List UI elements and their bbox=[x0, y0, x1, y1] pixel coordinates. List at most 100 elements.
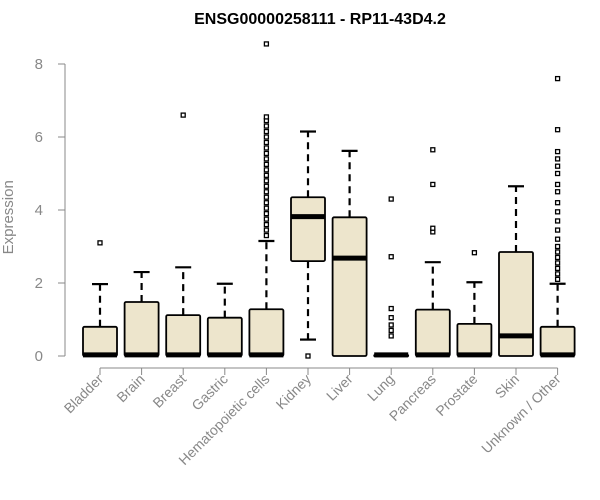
outlier-point bbox=[554, 236, 561, 242]
outlier-point bbox=[388, 333, 394, 339]
outlier-point bbox=[263, 221, 270, 228]
outlier-point bbox=[388, 315, 394, 321]
x-tick-label-11: Unknown / Other bbox=[478, 371, 564, 457]
box-body bbox=[456, 322, 493, 357]
x-tick-label-2: Breast bbox=[149, 371, 189, 411]
outlier-point bbox=[305, 353, 311, 359]
outlier-point bbox=[263, 210, 270, 217]
outlier-point bbox=[471, 250, 478, 256]
box-2 bbox=[165, 112, 202, 358]
box-body bbox=[82, 325, 118, 357]
outlier-point bbox=[554, 189, 561, 195]
box-7 bbox=[373, 196, 410, 358]
outlier-point bbox=[263, 189, 270, 195]
x-tick-label-0: Bladder bbox=[61, 371, 107, 417]
outlier-point bbox=[554, 156, 561, 162]
box-body bbox=[123, 301, 160, 357]
outlier-point bbox=[263, 194, 270, 200]
box-8 bbox=[414, 147, 451, 358]
outlier-point bbox=[554, 260, 561, 266]
outlier-point bbox=[263, 139, 270, 146]
x-tick-label-1: Brain bbox=[113, 371, 147, 405]
outlier-point bbox=[554, 209, 561, 215]
outlier-point bbox=[263, 205, 270, 211]
outlier-point bbox=[554, 75, 561, 82]
outlier-point bbox=[388, 254, 394, 260]
outlier-point bbox=[263, 167, 270, 173]
outlier-point bbox=[554, 218, 561, 224]
box-1 bbox=[123, 270, 160, 358]
box-body bbox=[206, 316, 243, 357]
box-0 bbox=[82, 240, 118, 358]
y-axis-label: Expression bbox=[0, 180, 17, 254]
outlier-point bbox=[554, 227, 561, 233]
outlier-point bbox=[554, 249, 561, 255]
y-tick-label-2: 4 bbox=[35, 202, 43, 219]
outlier-point bbox=[554, 163, 561, 169]
outlier-point bbox=[554, 243, 561, 250]
outlier-point bbox=[263, 172, 270, 178]
box-body bbox=[414, 308, 451, 357]
y-tick-label-4: 8 bbox=[35, 56, 43, 73]
outlier-point bbox=[430, 181, 436, 188]
outlier-point bbox=[263, 178, 270, 184]
outlier-point bbox=[263, 183, 270, 189]
outlier-point bbox=[263, 134, 270, 140]
outlier-point bbox=[554, 271, 561, 277]
box-body bbox=[539, 325, 576, 357]
y-tick-label-3: 6 bbox=[35, 129, 43, 146]
outlier-point bbox=[263, 200, 270, 206]
box-body bbox=[498, 251, 534, 357]
x-tick-label-10: Skin bbox=[492, 371, 523, 402]
axes: 0 2 4 6 8 bbox=[35, 56, 559, 375]
y-tick-label-0: 0 bbox=[35, 348, 43, 365]
box-body bbox=[248, 308, 285, 357]
box-4 bbox=[248, 41, 285, 358]
box-5 bbox=[290, 130, 326, 359]
outlier-point bbox=[554, 127, 561, 133]
outlier-point bbox=[263, 227, 270, 233]
box-series bbox=[82, 41, 576, 359]
outlier-point bbox=[554, 170, 561, 177]
x-tick-label-9: Prostate bbox=[432, 371, 480, 419]
y-tick-label-1: 2 bbox=[35, 275, 43, 292]
outlier-point bbox=[554, 254, 561, 261]
outlier-point bbox=[97, 240, 103, 246]
outlier-point bbox=[430, 147, 436, 153]
outlier-point bbox=[554, 148, 561, 155]
outlier-point bbox=[554, 265, 561, 272]
outlier-point bbox=[263, 232, 270, 239]
outlier-point bbox=[263, 216, 270, 222]
outlier-point bbox=[263, 156, 270, 162]
outlier-point bbox=[388, 327, 394, 334]
box-body bbox=[165, 314, 202, 357]
outlier-point bbox=[388, 322, 394, 328]
outlier-point bbox=[263, 123, 270, 129]
x-tick-label-7: Lung bbox=[364, 371, 397, 404]
box-6 bbox=[331, 149, 368, 357]
box-3 bbox=[206, 282, 243, 358]
outlier-point bbox=[430, 225, 436, 231]
box-9 bbox=[456, 250, 493, 358]
outlier-point bbox=[263, 128, 270, 135]
x-tick-label-6: Liver bbox=[323, 371, 356, 404]
chart-title: ENSG00000258111 - RP11-43D4.2 bbox=[194, 11, 446, 28]
outlier-point bbox=[388, 196, 394, 202]
outlier-point bbox=[180, 112, 186, 118]
box-10 bbox=[498, 185, 534, 357]
box-11 bbox=[539, 75, 576, 358]
outlier-point bbox=[554, 181, 561, 188]
outlier-point bbox=[554, 200, 561, 206]
outlier-point bbox=[263, 145, 270, 151]
outlier-point bbox=[388, 305, 394, 312]
box-body bbox=[331, 216, 368, 357]
outlier-point bbox=[263, 150, 270, 157]
outlier-point bbox=[554, 276, 561, 283]
outlier-point bbox=[263, 41, 270, 47]
box-body bbox=[290, 196, 326, 263]
outlier-point bbox=[263, 114, 270, 120]
outlier-point bbox=[263, 161, 270, 168]
x-tick-label-5: Kidney bbox=[273, 371, 315, 413]
